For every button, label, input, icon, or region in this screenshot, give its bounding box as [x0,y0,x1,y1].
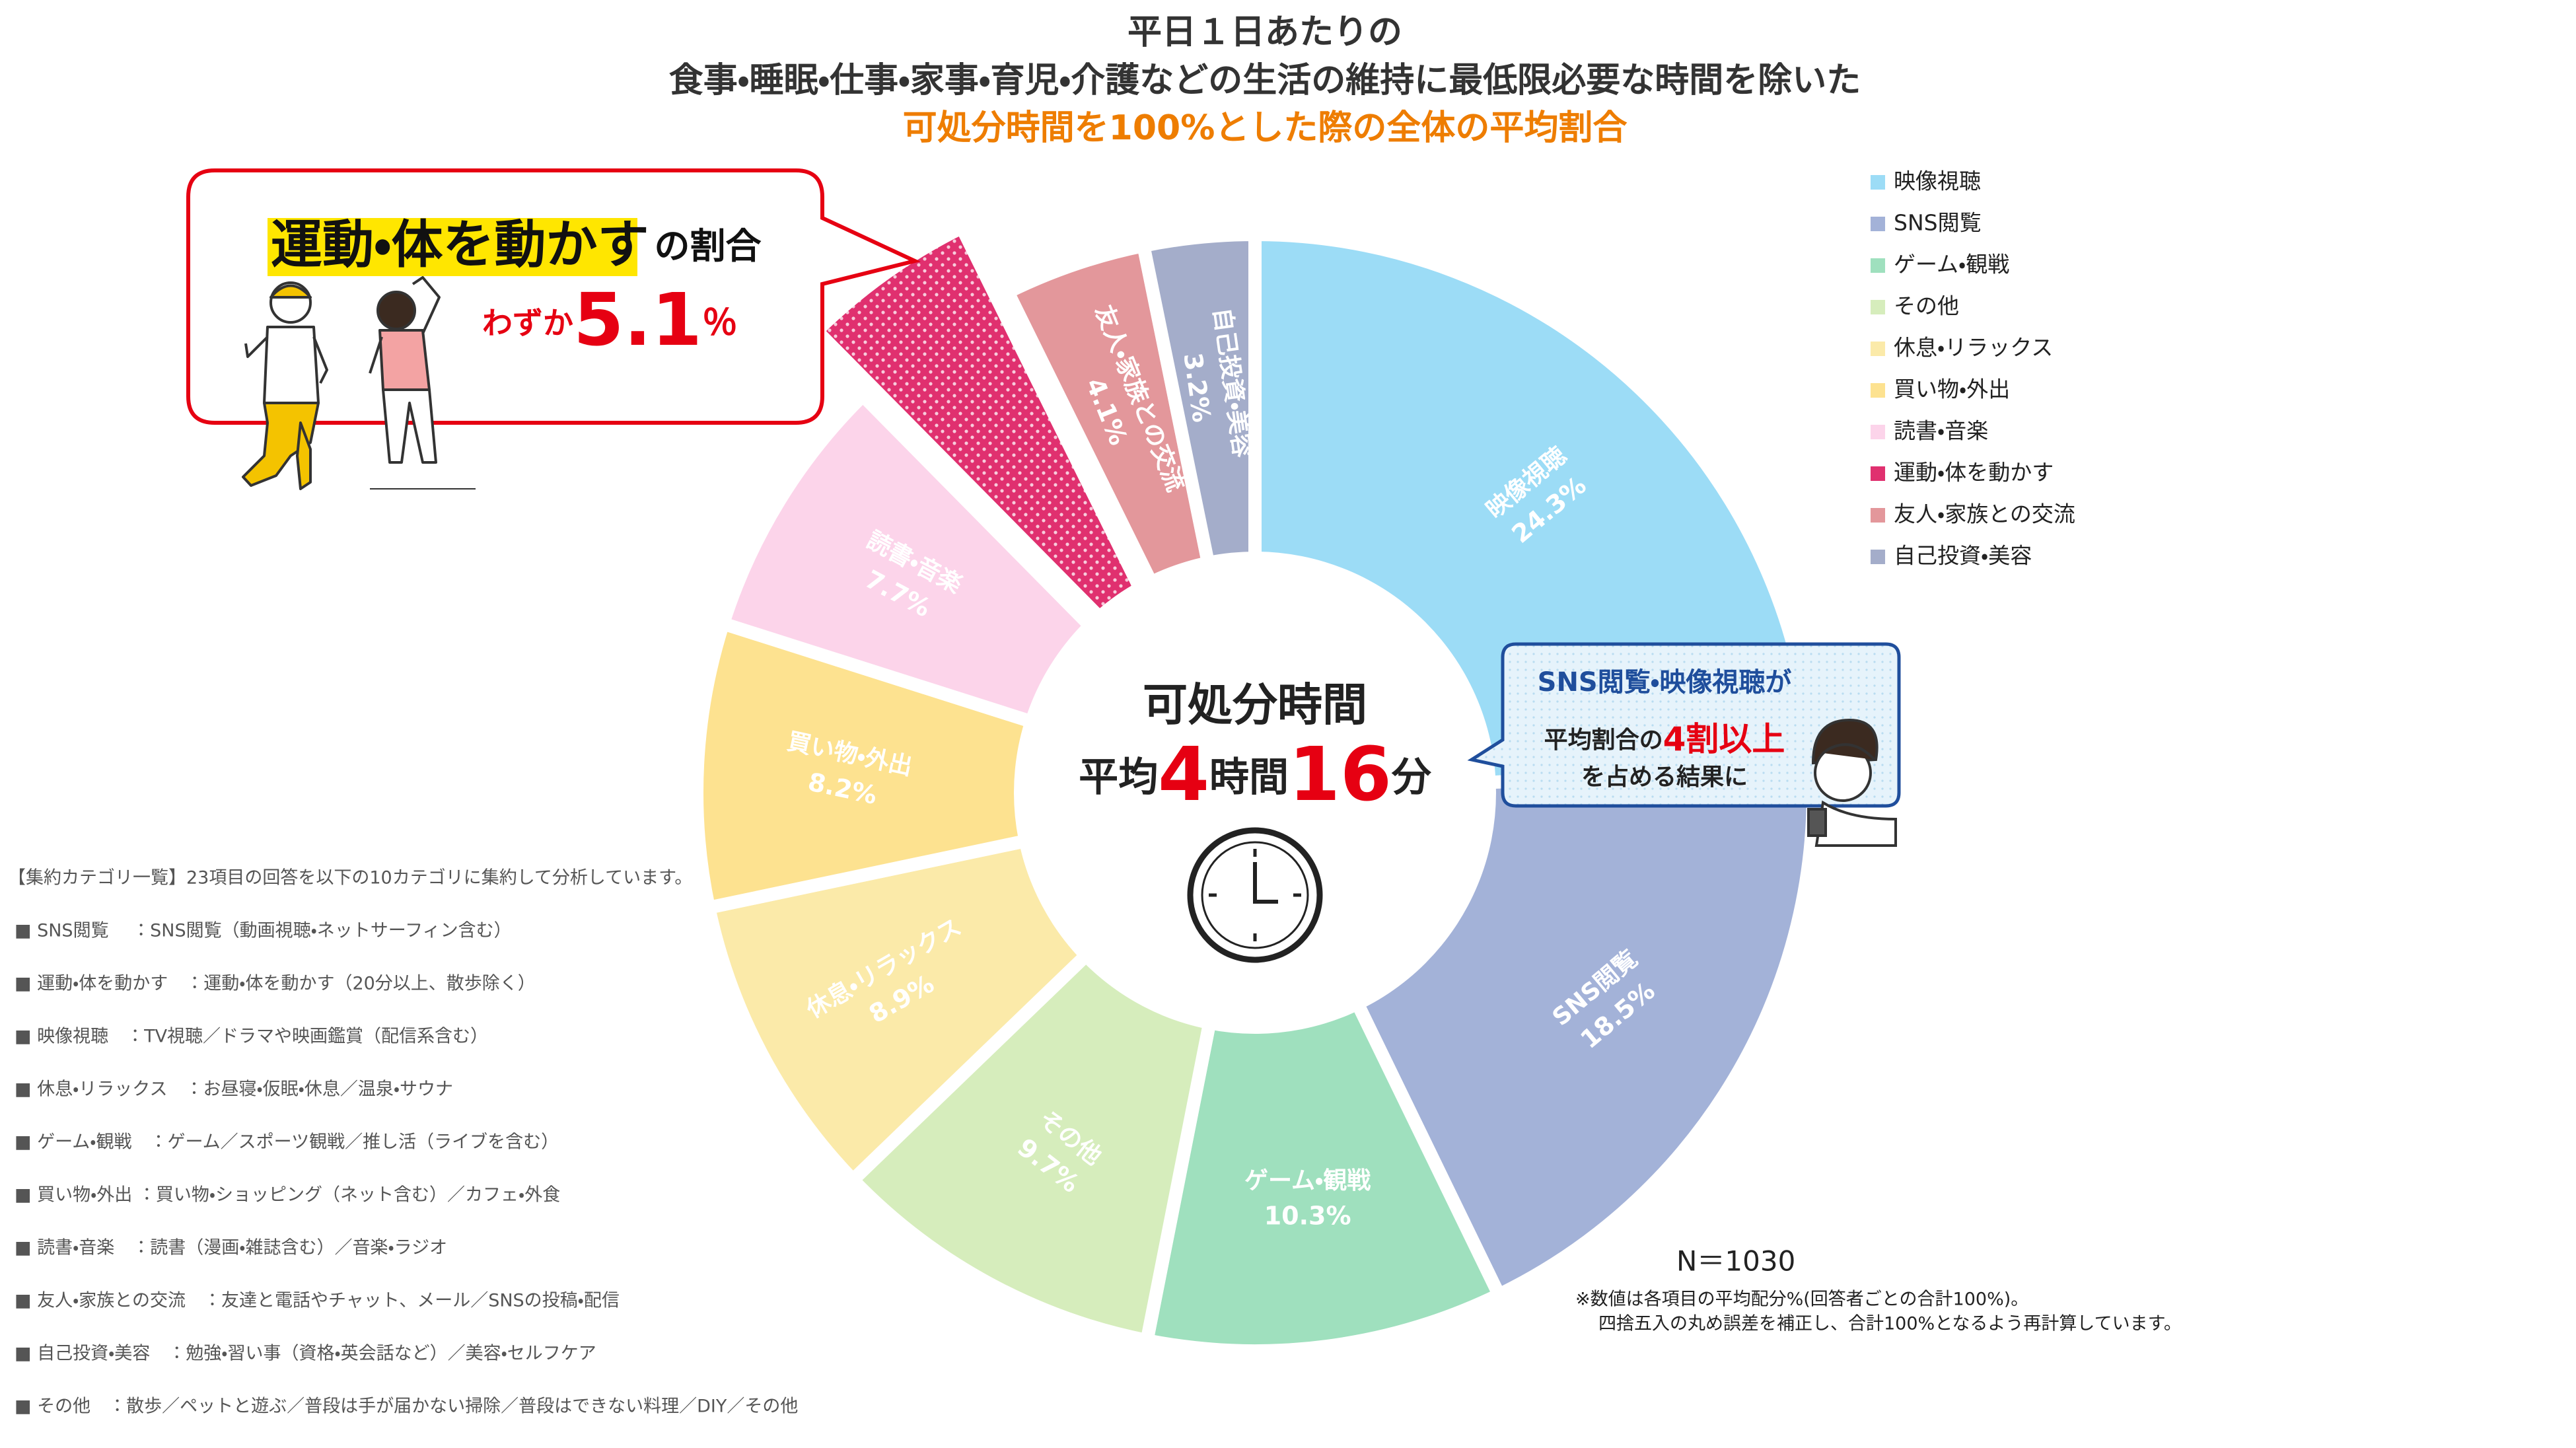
runner-illustration [242,281,328,490]
highlight [268,218,637,276]
slice-value: 10.3% [1264,1201,1351,1230]
pie-slice [690,616,1262,914]
callout-lead: わずか [482,305,573,341]
title-line: 平日１日あたりの [1127,13,1402,52]
callout-line: 平均割合の4割以上 [1544,720,1785,758]
legend-swatch [1871,550,1885,564]
notes-item: ■ 休息・リラックス ：お昼寝・仮眠・休息／温泉・サウナ [15,1079,453,1100]
legend-swatch [1871,342,1885,356]
center-hours: 4 [1158,732,1209,818]
legend-swatch [1871,425,1885,439]
donut-hole [1014,552,1496,1034]
callout-value: わずか5.1％ [482,277,738,362]
callout-box [1467,642,1901,808]
stretch-illustration [369,276,476,489]
callout-line: SNS閲覧・映像視聴が [1538,667,1792,698]
slice-label: ゲーム・観戦 10.3% [1244,1167,1371,1231]
center-average: 平均4時間16分 [1079,732,1432,818]
callout-line: を占める結果に [1581,764,1748,791]
notes-item: ■ その他 ：散歩／ペットと遊ぶ／普段は手が届かない掃除／普段はできない料理／D… [15,1396,798,1417]
title-line: 可処分時間を100%とした際の全体の平均割合 [903,108,1628,148]
legend-swatch [1871,300,1885,314]
phone-user-illustration [1807,718,1897,847]
center-minutes-unit: 分 [1391,754,1432,801]
legend-label: 買い物・外出 [1894,377,2010,402]
center-prefix: 平均 [1079,754,1158,801]
footnote: ※数値は各項目の平均配分%(回答者ごとの合計100%)。 [1575,1289,2028,1310]
legend-swatch [1871,508,1885,523]
legend-label: 映像視聴 [1894,168,1981,194]
legend-label: 自己投資・美容 [1894,543,2032,569]
title-block: 平日１日あたりの 食事・睡眠・仕事・家事・育児・介護などの生活の維持に最低限必要… [669,13,1861,148]
notes-item: ■ 運動・体を動かす ：運動・体を動かす（20分以上、散歩除く） [15,974,536,994]
callout-emphasis: 4割以上 [1663,720,1785,758]
title-line: 食事・睡眠・仕事・家事・育児・介護などの生活の維持に最低限必要な時間を除いた [669,61,1861,100]
notes-item: ■ ゲーム・観戦 ：ゲーム／スポーツ観戦／推し活（ライブを含む） [15,1132,559,1153]
center-title: 可処分時間 [1143,680,1367,732]
notes-item: ■ 買い物・外出 ：買い物・ショッピング（ネット含む）／カフェ・外食 [15,1185,560,1206]
legend-swatch [1871,175,1885,190]
callout-unit: ％ [702,302,738,344]
legend-swatch [1871,217,1885,231]
center-hours-unit: 時間 [1209,754,1289,801]
sample-size: N＝1030 [1676,1245,1795,1278]
legend: 映像視聴 SNS閲覧ゲーム・観戦その他休息・リラックス買い物・外出読書・音楽運動・… [1871,168,2075,569]
notes-item: ■ SNS閲覧 ：SNS閲覧（動画視聴・ネットサーフィン含む） [15,921,512,941]
notes-heading: 【集約カテゴリ一覧】23項目の回答を以下の10カテゴリに集約して分析しています。 [8,868,692,888]
notes-item: ■ 読書・音楽 ：読書（漫画・雑誌含む）／音楽・ラジオ [15,1238,447,1258]
callout-left: 運動・体を動かす の割合 わずか5.1％ [186,168,921,490]
callout-category: 運動・体を動かす [271,215,649,275]
notes-item: ■ 自己投資・美容 ：勉強・習い事（資格・英会話など）／美容・セルフケア [15,1344,596,1364]
callout-number: 5.1 [573,277,702,362]
legend-label: 友人・家族との交流 [1894,501,2075,527]
notes: 【集約カテゴリ一覧】23項目の回答を以下の10カテゴリに集約して分析しています。… [8,868,798,1417]
legend-swatch [1871,466,1885,481]
legend-label: ゲーム・観戦 [1894,252,2009,277]
callout-suffix: の割合 [655,225,762,267]
callout-right: SNS閲覧・映像視聴が 平均割合の4割以上 を占める結果に [1467,642,1901,847]
legend-label: 読書・音楽 [1894,418,1988,444]
notes-item: ■ 映像視聴 ：TV視聴／ドラマや映画鑑賞（配信系含む） [15,1027,488,1047]
legend-swatch [1871,383,1885,398]
clock-icon [1187,827,1323,963]
legend-label: SNS閲覧 [1894,210,1982,236]
callout-text: 平均割合の [1544,727,1663,754]
legend-label: その他 [1894,293,1959,319]
callout-heading: 運動・体を動かす の割合 [271,215,762,275]
legend-swatch [1871,258,1885,273]
center-label: 可処分時間 平均4時間16分 [1079,680,1432,963]
slice-category: ゲーム・観戦 [1244,1167,1371,1194]
notes-item: ■ 友人・家族との交流 ：友達と電話やチャット、メール／SNSの投稿・配信 [15,1291,620,1311]
footnote: 四捨五入の丸め誤差を補正し、合計100%となるよう再計算しています。 [1598,1314,2182,1334]
center-minutes: 16 [1289,732,1392,818]
legend-label: 休息・リラックス [1894,335,2053,361]
legend-label: 運動・体を動かす [1894,460,2054,486]
